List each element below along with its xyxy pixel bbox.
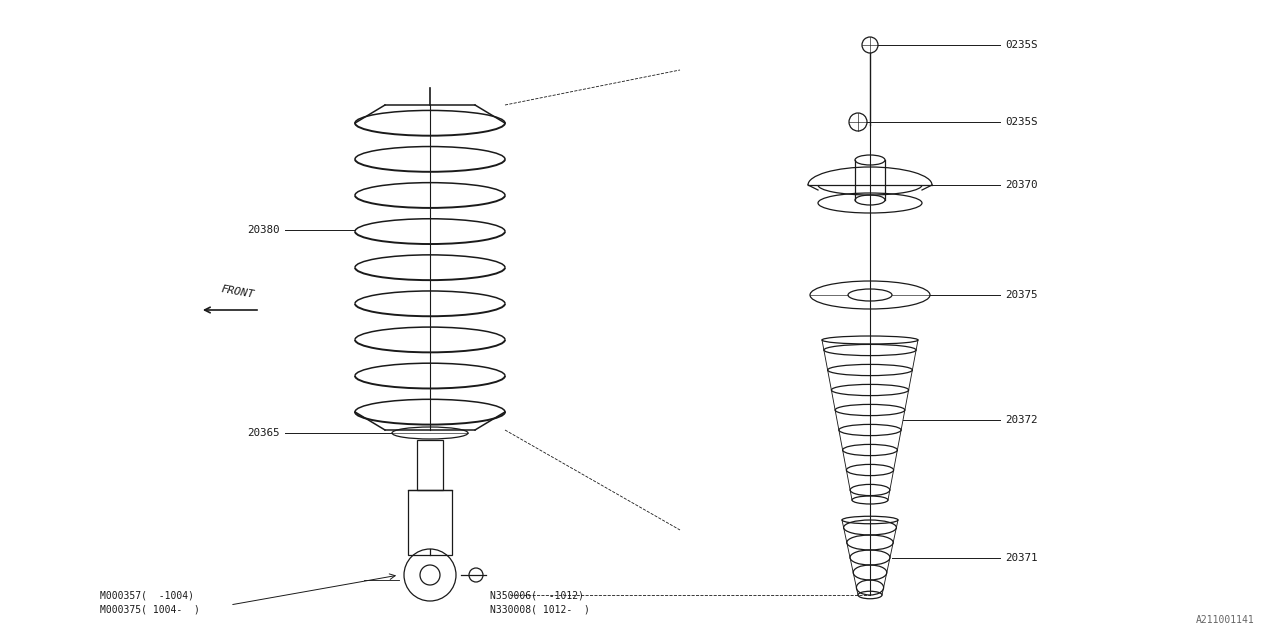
Bar <box>408 490 452 555</box>
Text: 20371: 20371 <box>1005 553 1038 563</box>
Text: FRONT: FRONT <box>220 284 255 300</box>
Text: A211001141: A211001141 <box>1197 615 1254 625</box>
Text: 0235S: 0235S <box>1005 40 1038 50</box>
Bar <box>417 440 443 490</box>
Text: M000375( 1004-  ): M000375( 1004- ) <box>100 605 200 615</box>
Text: 20372: 20372 <box>1005 415 1038 425</box>
Text: M000357(  -1004): M000357( -1004) <box>100 590 195 600</box>
Text: 20380: 20380 <box>247 225 280 235</box>
Text: 0235S: 0235S <box>1005 117 1038 127</box>
Text: 20370: 20370 <box>1005 180 1038 190</box>
Text: N330008( 1012-  ): N330008( 1012- ) <box>490 605 590 615</box>
Text: N350006(  -1012): N350006( -1012) <box>490 590 584 600</box>
Text: 20375: 20375 <box>1005 290 1038 300</box>
Text: 20365: 20365 <box>247 428 280 438</box>
